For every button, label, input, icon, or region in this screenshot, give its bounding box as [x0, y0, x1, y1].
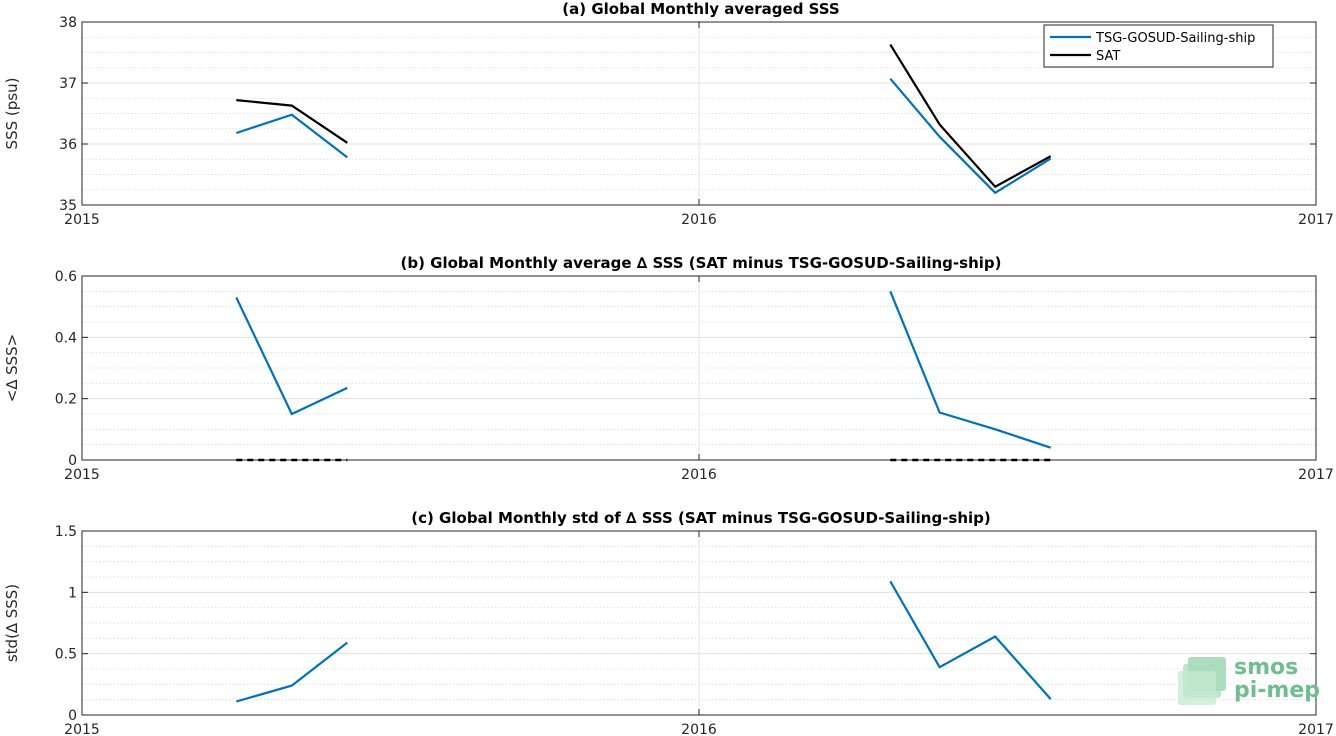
y-tick-label: 1 — [68, 585, 77, 601]
x-tick-label: 2017 — [1298, 722, 1334, 736]
grid — [82, 22, 1316, 205]
y-axis-label: std(∆ SSS) — [3, 584, 21, 662]
legend-entry: TSG-GOSUD-Sailing-ship — [1095, 31, 1255, 46]
smos-pi-mep-logo: smos pi-mep — [1178, 655, 1320, 705]
series-line-delta-sss-0 — [235, 297, 348, 416]
series-line-delta-sss-1 — [889, 580, 1052, 700]
series-line-sat-1 — [889, 44, 1052, 189]
y-tick-label: 37 — [59, 76, 77, 92]
y-tick-label: 0.2 — [55, 392, 77, 408]
chart-title: (a) Global Monthly averaged SSS — [562, 0, 839, 18]
ticks — [81, 530, 1317, 716]
logo-graphic — [1178, 657, 1226, 705]
y-tick-label: 0.6 — [55, 269, 77, 285]
y-tick-label: 0.4 — [55, 330, 77, 346]
ticks — [81, 275, 1317, 461]
y-tick-label: 0 — [68, 708, 77, 724]
panel-c: 0 0.5 1 1.5 2015 2016 2017 (c) Global Monthly s… — [3, 509, 1334, 736]
y-tick-label: 0.5 — [55, 647, 77, 663]
y-tick-label: 0 — [68, 453, 77, 469]
panel-a: 35 36 37 38 2015 2016 2017 (a) Global Monthly a… — [3, 0, 1334, 228]
x-tick-label: 2017 — [1298, 467, 1334, 483]
series-line-sat-0 — [236, 99, 348, 144]
series-line-tsg-gosud-sailing-ship-1 — [889, 77, 1052, 195]
x-tick-label: 2016 — [681, 212, 717, 228]
panel-b: 0 0.2 0.4 0.6 2015 2016 2017 (b) Global Monthly… — [3, 254, 1334, 483]
x-tick-label: 2016 — [681, 467, 717, 483]
y-tick-label: 36 — [59, 137, 77, 153]
legend-box — [1043, 24, 1274, 68]
logo-text-line1: smos — [1234, 655, 1298, 680]
series-line-delta-sss-1 — [889, 290, 1052, 449]
x-tick-label: 2017 — [1298, 212, 1334, 228]
y-tick-label: 35 — [59, 198, 77, 214]
x-tick-label: 2015 — [64, 212, 100, 228]
grid — [82, 531, 1316, 715]
series-line-delta-sss-0 — [235, 641, 348, 703]
x-tick-label: 2015 — [64, 722, 100, 736]
chart-title: (c) Global Monthly std of ∆ SSS (SAT min… — [411, 509, 991, 527]
y-tick-label: 1.5 — [55, 524, 77, 540]
x-tick-label: 2015 — [64, 467, 100, 483]
y-tick-label: 38 — [59, 15, 77, 31]
chart-title: (b) Global Monthly average ∆ SSS (SAT mi… — [401, 254, 1002, 272]
ticks — [81, 21, 1317, 206]
x-tick-label: 2016 — [681, 722, 717, 736]
y-axis-label: <∆ SSS> — [3, 334, 21, 403]
y-axis-label: SSS (psu) — [3, 78, 21, 150]
logo-text-line2: pi-mep — [1234, 678, 1320, 703]
chart-panels: 35 36 37 38 2015 2016 2017 (a) Global Monthly a… — [3, 0, 1334, 736]
legend-entry: SAT — [1096, 49, 1120, 64]
legend: TSG-GOSUD-Sailing-ship SAT — [1043, 24, 1274, 68]
series-line-tsg-gosud-sailing-ship-0 — [235, 113, 348, 159]
grid — [82, 276, 1316, 460]
